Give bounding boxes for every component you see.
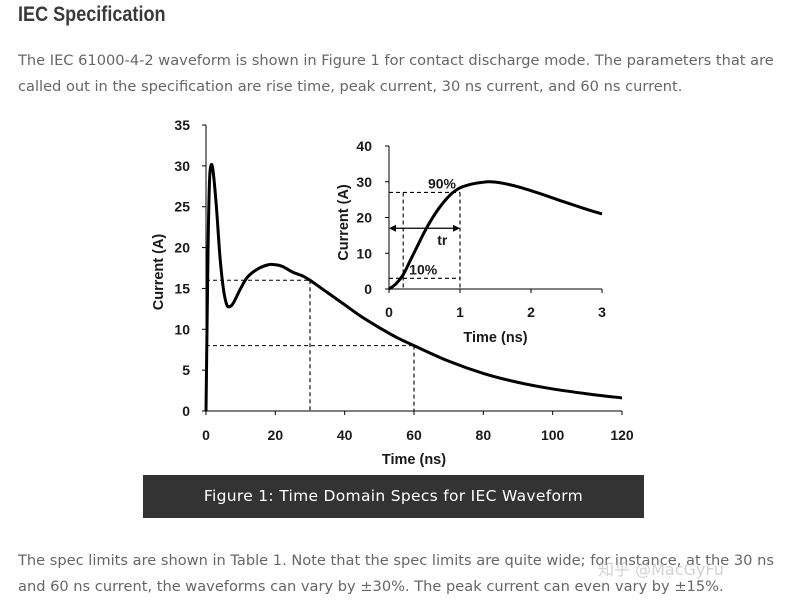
inset-y-tick-label: 20: [356, 210, 372, 226]
figure-1: 0 5 10 15 20 25 30 35 0 20 40 60 80 100 120 Time (ns) Cu…: [143, 112, 644, 518]
main-x-tick-label: 80: [476, 427, 492, 443]
spec-limits-paragraph: The spec limits are shown in Table 1. No…: [18, 552, 774, 595]
inset-x-tick-label: 3: [598, 304, 606, 320]
main-x-tick-label: 20: [268, 427, 284, 443]
section-heading: IEC Specification: [18, 3, 166, 26]
main-x-tick-label: 40: [337, 427, 353, 443]
inset-y-tick-label: 10: [356, 245, 372, 261]
main-y-tick-label: 30: [174, 158, 190, 174]
main-y-tick-label: 25: [174, 199, 190, 215]
inset-x-tick-label: 2: [527, 304, 535, 320]
inset-x-tick-label: 0: [385, 304, 393, 320]
inset-y-tick-label: 30: [356, 174, 372, 190]
inset-90-percent-label: 90%: [428, 175, 457, 191]
inset-rise-time-arrowhead-right: [453, 224, 460, 232]
main-y-tick-label: 10: [174, 321, 190, 337]
main-y-axis-label: Current (A): [151, 234, 167, 311]
inset-x-tick-label: 1: [456, 304, 464, 320]
figure-caption: Figure 1: Time Domain Specs for IEC Wave…: [143, 475, 644, 518]
inset-y-tick-label: 0: [364, 281, 372, 297]
inset-rise-time-label: tr: [437, 232, 448, 248]
main-y-tick-label: 5: [182, 362, 190, 378]
main-x-tick-label: 120: [610, 427, 634, 443]
inset-y-axis-label: Current (A): [336, 184, 352, 261]
main-y-tick-label: 15: [174, 280, 190, 296]
main-waveform-line: [204, 162, 623, 412]
main-x-tick-label: 60: [406, 427, 422, 443]
inset-x-axis-label: Time (ns): [463, 330, 527, 346]
main-y-tick-label: 35: [174, 117, 190, 133]
main-x-axis-label: Time (ns): [382, 452, 446, 468]
inset-waveform-line: [388, 180, 603, 291]
inset-y-tick-label: 40: [356, 138, 372, 154]
zhihu-watermark: 知乎 @MacGyFu: [598, 560, 724, 579]
inset-rise-time-arrowhead-left: [389, 224, 396, 232]
intro-paragraph: The IEC 61000-4-2 waveform is shown in F…: [18, 52, 774, 95]
inset-10-percent-label: 10%: [409, 261, 438, 277]
main-y-tick-label: 0: [182, 403, 190, 419]
main-y-tick-label: 20: [174, 240, 190, 256]
main-x-tick-label: 0: [202, 427, 210, 443]
main-x-tick-label: 100: [541, 427, 565, 443]
